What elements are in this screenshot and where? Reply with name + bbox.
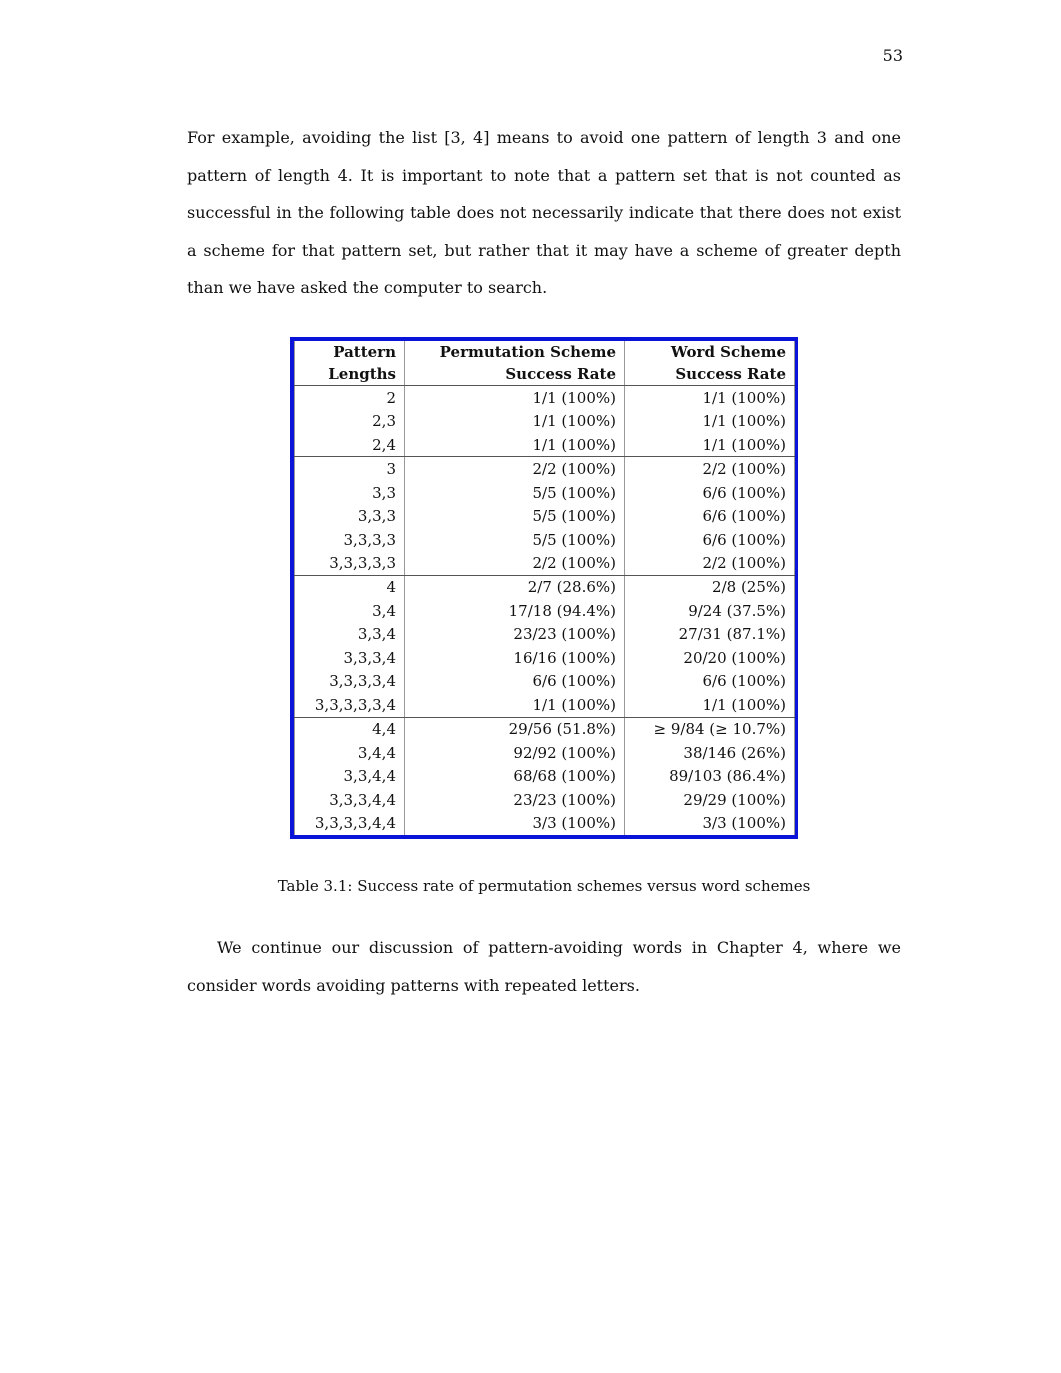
- permutation-rate-cell: 17/18 (94.4%): [404, 599, 625, 623]
- table-row: 3,3,3,3,4,4 3/3 (100%) 3/3 (100%): [294, 811, 795, 835]
- pattern-lengths-cell: 3,3,3,3: [294, 527, 405, 552]
- permutation-rate-cell: 1/1 (100%): [404, 432, 625, 458]
- table-row: 3,4,4 92/92 (100%) 38/146 (26%): [294, 741, 795, 765]
- table-body: 2 1/1 (100%) 1/1 (100%) 2,3 1/1 (100%) 1/1 (1…: [294, 385, 795, 835]
- permutation-rate-cell: 5/5 (100%): [404, 504, 625, 528]
- permutation-rate-cell: 6/6 (100%): [404, 669, 625, 694]
- pattern-lengths-cell: 3,3,3,3,3: [294, 551, 405, 576]
- word-rate-cell: 2/2 (100%): [624, 456, 795, 481]
- table-row: 2 1/1 (100%) 1/1 (100%): [294, 385, 795, 410]
- word-rate-cell: ≥ 9/84 (≥ 10.7%): [624, 717, 795, 742]
- pattern-lengths-cell: 4: [294, 575, 405, 600]
- table-row: 3,3,3,4 16/16 (100%) 20/20 (100%): [294, 646, 795, 670]
- header-word-scheme: Word Scheme: [624, 341, 795, 363]
- permutation-rate-cell: 92/92 (100%): [404, 741, 625, 765]
- word-rate-cell: 9/24 (37.5%): [624, 599, 795, 623]
- word-rate-cell: 29/29 (100%): [624, 787, 795, 812]
- table-row: 4,4 29/56 (51.8%) ≥ 9/84 (≥ 10.7%): [294, 717, 795, 742]
- permutation-rate-cell: 5/5 (100%): [404, 527, 625, 552]
- permutation-rate-cell: 2/2 (100%): [404, 456, 625, 481]
- header-permutation-success-rate: Success Rate: [404, 363, 625, 386]
- body-paragraph-continuation: We continue our discussion of pattern-av…: [187, 938, 901, 995]
- table-row: 4 2/7 (28.6%) 2/8 (25%): [294, 575, 795, 600]
- word-rate-cell: 1/1 (100%): [624, 693, 795, 718]
- pattern-lengths-cell: 3,3,4: [294, 622, 405, 647]
- word-rate-cell: 6/6 (100%): [624, 504, 795, 528]
- pattern-lengths-cell: 3,3,3,3,4,4: [294, 811, 405, 835]
- permutation-rate-cell: 1/1 (100%): [404, 693, 625, 718]
- pattern-lengths-cell: 4,4: [294, 717, 405, 742]
- table-row: 2,4 1/1 (100%) 1/1 (100%): [294, 432, 795, 458]
- table-row: 3,3,3,3 5/5 (100%) 6/6 (100%): [294, 527, 795, 552]
- word-rate-cell: 89/103 (86.4%): [624, 764, 795, 788]
- table-row: 3,3,3,3,4 6/6 (100%) 6/6 (100%): [294, 669, 795, 694]
- pattern-lengths-cell: 3,4,4: [294, 741, 405, 765]
- table-row: 3,3,4 23/23 (100%) 27/31 (87.1%): [294, 622, 795, 647]
- table-row: 3,3 5/5 (100%) 6/6 (100%): [294, 480, 795, 505]
- pattern-lengths-cell: 3,3,4,4: [294, 764, 405, 788]
- word-rate-cell: 20/20 (100%): [624, 646, 795, 670]
- header-permutation-scheme: Permutation Scheme: [404, 341, 625, 363]
- word-rate-cell: 6/6 (100%): [624, 527, 795, 552]
- pattern-lengths-cell: 2,3: [294, 409, 405, 433]
- word-rate-cell: 6/6 (100%): [624, 669, 795, 694]
- pattern-lengths-cell: 2,4: [294, 432, 405, 458]
- word-rate-cell: 6/6 (100%): [624, 480, 795, 505]
- header-word-success-rate: Success Rate: [624, 363, 795, 386]
- permutation-rate-cell: 3/3 (100%): [404, 811, 625, 835]
- permutation-rate-cell: 16/16 (100%): [404, 646, 625, 670]
- pattern-lengths-cell: 2: [294, 385, 405, 410]
- word-rate-cell: 2/8 (25%): [624, 575, 795, 600]
- permutation-rate-cell: 1/1 (100%): [404, 409, 625, 433]
- permutation-rate-cell: 23/23 (100%): [404, 622, 625, 647]
- permutation-rate-cell: 68/68 (100%): [404, 764, 625, 788]
- table-row: 3 2/2 (100%) 2/2 (100%): [294, 456, 795, 481]
- word-rate-cell: 27/31 (87.1%): [624, 622, 795, 647]
- table-row: 3,4 17/18 (94.4%) 9/24 (37.5%): [294, 599, 795, 623]
- pattern-lengths-cell: 3,3: [294, 480, 405, 505]
- pattern-lengths-cell: 3,3,3: [294, 504, 405, 528]
- table-row: 3,3,3,3,3 2/2 (100%) 2/2 (100%): [294, 551, 795, 576]
- permutation-rate-cell: 2/2 (100%): [404, 551, 625, 576]
- pattern-lengths-cell: 3,3,3,3,3,4: [294, 693, 405, 718]
- table-row: 2,3 1/1 (100%) 1/1 (100%): [294, 409, 795, 433]
- table-row: 3,3,4,4 68/68 (100%) 89/103 (86.4%): [294, 764, 795, 788]
- word-rate-cell: 1/1 (100%): [624, 385, 795, 410]
- word-rate-cell: 3/3 (100%): [624, 811, 795, 835]
- pattern-lengths-cell: 3,3,3,4,4: [294, 787, 405, 812]
- word-rate-cell: 1/1 (100%): [624, 432, 795, 458]
- permutation-rate-cell: 5/5 (100%): [404, 480, 625, 505]
- header-pattern: Pattern: [294, 341, 405, 363]
- table-row: 3,3,3 5/5 (100%) 6/6 (100%): [294, 504, 795, 528]
- success-rate-table: Pattern Permutation Scheme Word Scheme L…: [294, 341, 795, 835]
- word-rate-cell: 2/2 (100%): [624, 551, 795, 576]
- pattern-lengths-cell: 3: [294, 456, 405, 481]
- results-table-frame: Pattern Permutation Scheme Word Scheme L…: [290, 337, 798, 839]
- pattern-lengths-cell: 3,4: [294, 599, 405, 623]
- table-row: 3,3,3,3,3,4 1/1 (100%) 1/1 (100%): [294, 693, 795, 718]
- permutation-rate-cell: 29/56 (51.8%): [404, 717, 625, 742]
- permutation-rate-cell: 2/7 (28.6%): [404, 575, 625, 600]
- table-caption: Table 3.1: Success rate of permutation s…: [277, 877, 811, 895]
- word-rate-cell: 1/1 (100%): [624, 409, 795, 433]
- page-number: 53: [882, 46, 903, 65]
- pattern-lengths-cell: 3,3,3,4: [294, 646, 405, 670]
- permutation-rate-cell: 23/23 (100%): [404, 787, 625, 812]
- body-paragraph-intro: For example, avoiding the list [3, 4] me…: [187, 128, 901, 297]
- table-row: 3,3,3,4,4 23/23 (100%) 29/29 (100%): [294, 787, 795, 812]
- pattern-lengths-cell: 3,3,3,3,4: [294, 669, 405, 694]
- permutation-rate-cell: 1/1 (100%): [404, 385, 625, 410]
- header-lengths: Lengths: [294, 363, 405, 386]
- word-rate-cell: 38/146 (26%): [624, 741, 795, 765]
- table-header: Pattern Permutation Scheme Word Scheme L…: [294, 341, 795, 386]
